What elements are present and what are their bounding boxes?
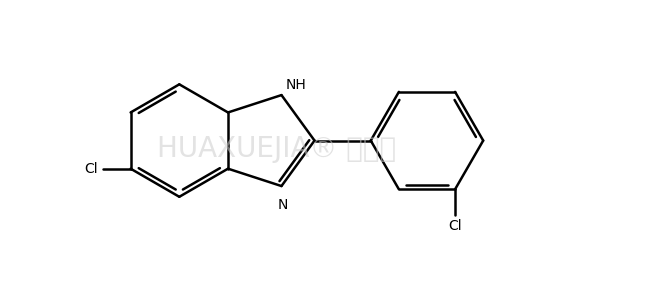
Text: N: N xyxy=(277,198,288,212)
Text: Cl: Cl xyxy=(85,162,98,176)
Text: Cl: Cl xyxy=(449,219,462,233)
Text: HUAXUEJIA® 化学加: HUAXUEJIA® 化学加 xyxy=(158,135,396,163)
Text: NH: NH xyxy=(286,78,307,92)
